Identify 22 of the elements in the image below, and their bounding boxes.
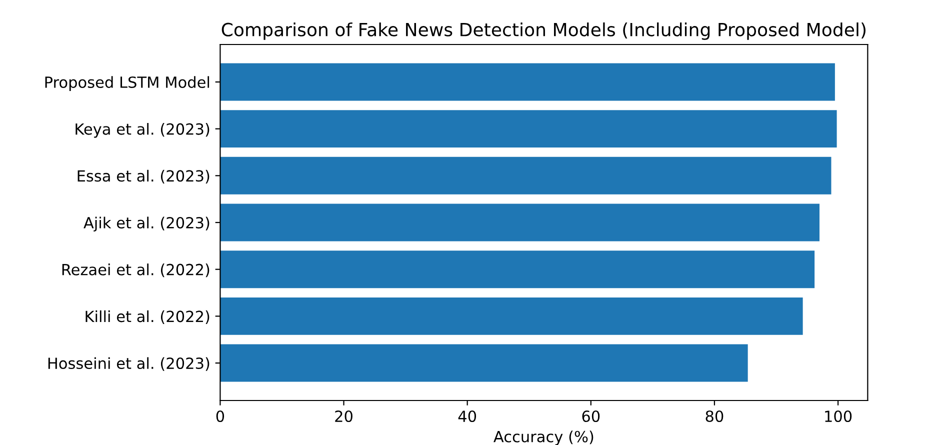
y-tick-label: Rezaei et al. (2022)	[62, 264, 210, 278]
x-tick-label: 20	[335, 410, 352, 422]
x-tick-label: 40	[458, 410, 476, 422]
y-tick-label: Proposed LSTM Model	[45, 76, 210, 91]
y-tick-label: Ajik et al. (2023)	[84, 216, 210, 232]
y-tick-label: Essa et al. (2023)	[78, 170, 210, 184]
bar	[220, 344, 748, 382]
bar	[220, 110, 837, 148]
y-tick-label: Hosseini et al. (2023)	[48, 357, 210, 371]
bar	[220, 156, 832, 194]
bar	[220, 204, 820, 242]
x-tick-label: 80	[706, 410, 724, 422]
y-tick-label: Killi et al. (2022)	[86, 310, 210, 324]
y-tick-label: Keya et al. (2023)	[76, 123, 210, 138]
x-axis-title: Accuracy (%)	[494, 430, 594, 445]
bar	[220, 250, 815, 288]
x-tick-label: 60	[582, 410, 600, 422]
x-tick-label: 100	[825, 410, 852, 422]
bar	[220, 63, 835, 101]
chart-title: Comparison of Fake News Detection Models (Including Proposed Model)	[222, 22, 866, 40]
x-tick-label: 0	[216, 410, 224, 422]
bar	[220, 297, 803, 335]
